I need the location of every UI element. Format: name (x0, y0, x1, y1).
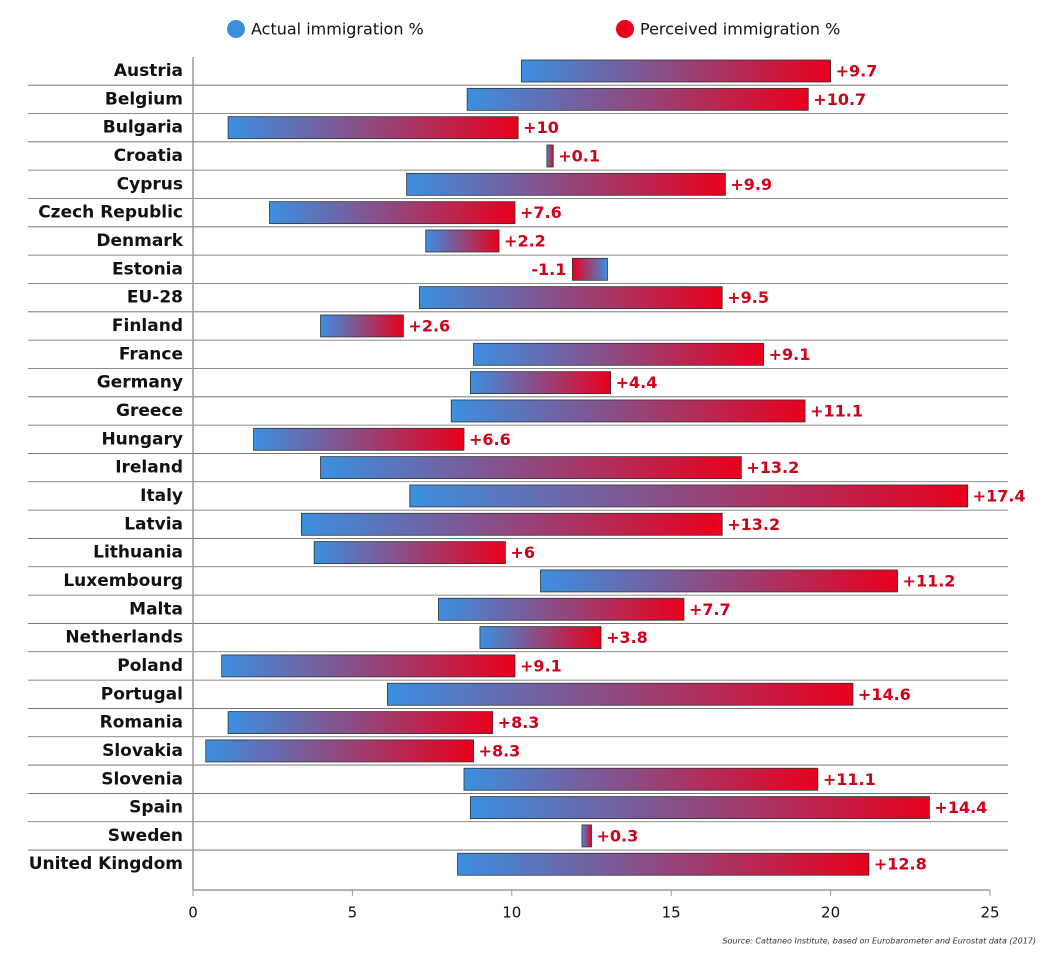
category-label: Malta (129, 599, 183, 619)
x-tick-label: 0 (188, 904, 198, 922)
range-bar (300, 512, 723, 536)
category-label: Czech Republic (38, 203, 183, 223)
range-bar (469, 796, 930, 819)
legend-marker (616, 20, 634, 38)
range-bar (540, 569, 898, 593)
source: Source: Cattaneo Institute, based on Eur… (722, 937, 1036, 946)
bar-label: -1.1 (531, 260, 566, 279)
bar-label: +13.2 (727, 515, 780, 534)
range-bar (546, 144, 554, 168)
category-label: Cyprus (117, 174, 183, 194)
bar-label: +11.1 (810, 401, 863, 420)
range-bar (520, 59, 832, 83)
bar-label: +9.1 (769, 345, 811, 364)
range-bar (406, 172, 726, 196)
category-label: Italy (140, 486, 183, 506)
range-bar (227, 116, 519, 140)
range-bar (425, 229, 500, 253)
range-bar (221, 654, 516, 678)
category-label: Germany (97, 373, 183, 393)
range-bar (320, 456, 742, 480)
bar-label: +8.3 (498, 713, 540, 732)
bar-label: +3.8 (606, 628, 648, 647)
x-tick-label: 25 (980, 904, 999, 922)
category-label: Slovenia (101, 769, 183, 789)
category-label: Spain (129, 798, 183, 818)
range-bar (469, 371, 612, 395)
category-label: United Kingdom (29, 854, 183, 874)
bar-label: +17.4 (973, 486, 1026, 505)
bar-label: +8.3 (479, 741, 521, 760)
bar-label: +9.7 (836, 62, 878, 81)
legend-marker (227, 20, 245, 38)
bar-label: +9.9 (730, 175, 772, 194)
bar-label: +6.6 (469, 430, 511, 449)
bar-label: +0.1 (558, 146, 600, 165)
range-bar (387, 682, 854, 706)
category-label: Finland (112, 316, 183, 336)
bar-label: +0.3 (597, 826, 639, 845)
category-label: Ireland (115, 458, 183, 478)
bar-label: +14.6 (858, 685, 911, 704)
range-bar (450, 399, 806, 423)
x-tick-label: 10 (502, 904, 521, 922)
range-bar (473, 342, 765, 366)
range-bar (409, 484, 969, 508)
bar-label: +14.4 (934, 798, 987, 817)
category-label: Denmark (96, 231, 183, 251)
range-bar (581, 824, 592, 848)
category-label: Poland (117, 656, 183, 676)
category-label: Luxembourg (63, 571, 183, 591)
bar-label: +10.7 (813, 90, 866, 109)
x-tick-label: 5 (348, 904, 358, 922)
bar-label: +6 (510, 543, 535, 562)
range-bar (320, 314, 404, 338)
category-label: Sweden (108, 826, 183, 846)
category-label: France (119, 344, 183, 364)
bar-label: +2.2 (504, 231, 546, 250)
bar-label: +13.2 (746, 458, 799, 477)
x-tick-label: 20 (821, 904, 840, 922)
range-bar (227, 711, 494, 734)
range-bar (479, 626, 602, 649)
legend-label: Perceived immigration % (640, 20, 840, 39)
category-label: Austria (114, 61, 183, 81)
bar-label: +12.8 (874, 855, 927, 874)
bar-label: +7.6 (520, 203, 562, 222)
bar-label: +11.1 (823, 770, 876, 789)
range-bar (438, 597, 685, 621)
bar-label: +2.6 (408, 316, 450, 335)
category-label: Slovakia (102, 741, 183, 761)
range-bar (466, 87, 809, 111)
range-bar (313, 541, 506, 565)
category-label: Romania (100, 713, 183, 733)
x-tick-label: 15 (662, 904, 681, 922)
range-bar (253, 427, 465, 451)
category-label: Lithuania (93, 543, 183, 563)
bar-label: +11.2 (903, 571, 956, 590)
category-label: Latvia (124, 514, 183, 534)
range-bar (418, 286, 723, 310)
bar-label: +10 (523, 118, 559, 137)
category-label: Croatia (114, 146, 183, 166)
category-label: Belgium (105, 89, 183, 109)
legend-label: Actual immigration % (251, 20, 424, 39)
bar-label: +9.1 (520, 656, 562, 675)
bar-label: +9.5 (727, 288, 769, 307)
category-label: Greece (116, 401, 183, 421)
range-bar (457, 852, 870, 876)
range-bar (463, 767, 819, 791)
range-bar (205, 739, 474, 763)
category-label: Bulgaria (103, 118, 183, 138)
category-label: EU-28 (127, 288, 183, 308)
bar-label: +7.7 (689, 600, 731, 619)
range-bar (571, 257, 608, 281)
category-label: Netherlands (65, 628, 183, 648)
category-label: Portugal (101, 684, 183, 704)
category-label: Estonia (112, 259, 183, 279)
category-label: Hungary (101, 429, 183, 449)
range-bar (269, 201, 516, 225)
bar-label: +4.4 (616, 373, 658, 392)
